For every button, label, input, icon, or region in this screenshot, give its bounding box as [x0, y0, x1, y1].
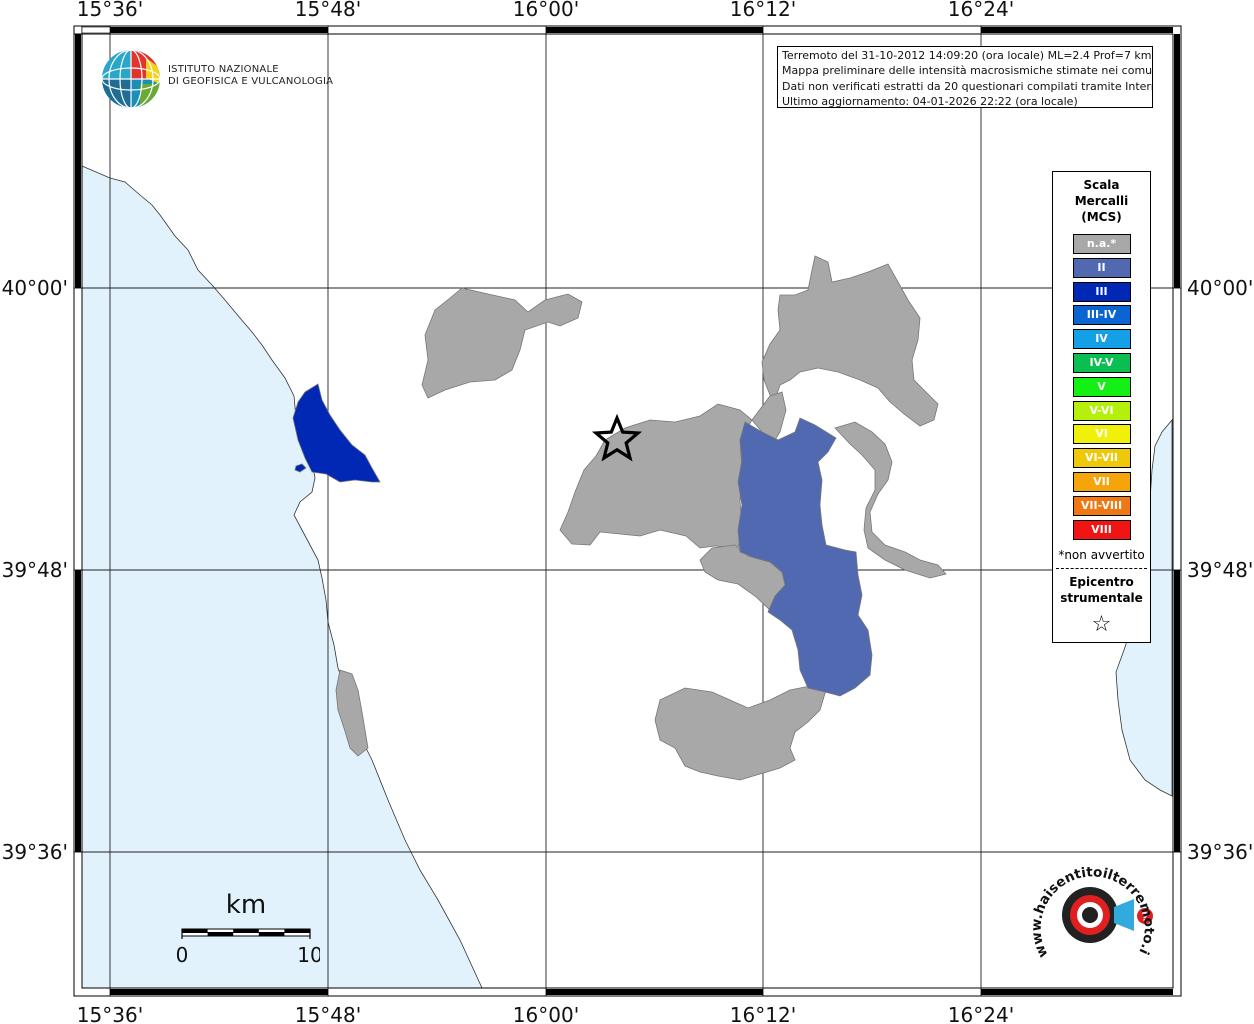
- legend-epicenter-line: Epicentro: [1069, 574, 1134, 589]
- scale-bar-graphic: km 0 10: [176, 890, 323, 967]
- legend-epicenter-line: strumentale: [1060, 590, 1143, 605]
- legend-title: Scala Mercalli (MCS): [1053, 177, 1150, 225]
- lat-label-right: 39°36': [1187, 840, 1253, 864]
- lon-label-bottom: 15°36': [77, 1003, 143, 1024]
- ingv-globe-icon: [102, 50, 160, 108]
- scale-bar-max: 10: [297, 943, 320, 967]
- scale-bar-min: 0: [176, 943, 189, 967]
- event-info-line: Dati non verificati estratti da 20 quest…: [782, 79, 1153, 93]
- legend-title-line: Scala: [1083, 178, 1120, 192]
- lon-label-bottom: 16°24': [948, 1003, 1014, 1024]
- legend-swatch: V: [1072, 376, 1131, 397]
- legend-swatch: VI: [1072, 424, 1131, 445]
- lon-label-top: 16°00': [513, 0, 579, 21]
- longitude-labels-bottom: 15°36' 15°48' 16°00' 16°12' 16°24': [77, 1003, 1014, 1024]
- scale-bar: km 0 10: [170, 885, 323, 975]
- municipality-na-1[interactable]: [421, 287, 583, 399]
- haisentito-logo-graphic: ? www.haisentitoilterremoto.it: [1027, 843, 1157, 960]
- legend-swatch: VII: [1072, 471, 1131, 492]
- ingv-name-line2: DI GEOFISICA E VULCANOLOGIA: [168, 76, 334, 87]
- ingv-name: ISTITUTO NAZIONALE DI GEOFISICA E VULCAN…: [168, 64, 333, 88]
- lon-label-top: 15°48': [295, 0, 361, 21]
- event-info-line: Terremoto del 31-10-2012 14:09:20 (ora l…: [782, 49, 1152, 62]
- event-info-line: Mappa preliminare delle intensità macros…: [782, 64, 1153, 78]
- lat-label-right: 40°00': [1187, 276, 1253, 300]
- lat-label-left: 39°48': [2, 558, 68, 582]
- legend-swatch: III: [1072, 281, 1131, 302]
- municipality-III[interactable]: [292, 383, 381, 483]
- lon-label-bottom: 15°48': [295, 1003, 361, 1024]
- lon-label-bottom: 16°12': [730, 1003, 796, 1024]
- haisentito-logo: ? www.haisentitoilterremoto.it: [1027, 843, 1160, 975]
- municipality-II[interactable]: [737, 417, 873, 697]
- lat-label-left: 39°36': [2, 840, 68, 864]
- municipality-na-3[interactable]: [761, 255, 939, 427]
- legend-epicenter-label: Epicentro strumentale: [1053, 574, 1150, 606]
- legend-title-line: (MCS): [1081, 210, 1122, 224]
- municipality-na-coast[interactable]: [335, 669, 369, 757]
- svg-text:?: ?: [1142, 910, 1149, 924]
- legend-swatch: VIII: [1072, 519, 1131, 540]
- lon-label-bottom: 16°00': [513, 1003, 579, 1024]
- legend-non-felt-note: *non avvertito: [1058, 547, 1145, 562]
- lat-label-left: 40°00': [2, 276, 68, 300]
- municipality-III-islet[interactable]: [294, 463, 307, 473]
- lon-label-top: 15°36': [77, 0, 143, 21]
- legend-swatch: VII-VIII: [1072, 495, 1131, 516]
- epicenter-star-icon: ☆: [1091, 611, 1112, 637]
- legend-title-line: Mercalli: [1074, 194, 1129, 208]
- ingv-logo: ISTITUTO NAZIONALE DI GEOFISICA E VULCAN…: [100, 48, 360, 110]
- lat-label-right: 39°48': [1187, 558, 1253, 582]
- legend-swatch: IV: [1072, 329, 1131, 350]
- legend-swatch: V-VI: [1072, 400, 1131, 421]
- graticule: [74, 26, 1181, 996]
- event-info-line: Ultimo aggiornamento: 04-01-2026 22:22 (…: [782, 95, 1078, 108]
- lon-label-top: 16°12': [730, 0, 796, 21]
- municipalities: [292, 255, 947, 781]
- municipality-na-2[interactable]: [559, 403, 753, 549]
- sea-west: [81, 165, 483, 989]
- legend-scale-list: n.a.* II III III-IV IV IV-V V V-VI VI VI-VII VII VI…: [1053, 234, 1150, 540]
- legend-divider: [1056, 567, 1147, 569]
- legend-swatch: VI-VII: [1072, 448, 1131, 469]
- scale-bar-unit: km: [226, 890, 266, 920]
- map-frame: [73, 25, 1182, 997]
- legend-swatch: n.a.*: [1072, 234, 1131, 254]
- latitude-labels-left: 40°00' 39°48' 39°36': [2, 276, 68, 864]
- municipality-na-7[interactable]: [654, 685, 827, 781]
- legend-swatch: III-IV: [1072, 305, 1131, 326]
- municipality-na-5[interactable]: [834, 421, 947, 579]
- mcs-legend: Scala Mercalli (MCS) n.a.* II III III-IV IV I…: [1052, 171, 1151, 643]
- municipality-na-4[interactable]: [751, 391, 787, 441]
- ingv-name-line1: ISTITUTO NAZIONALE: [168, 64, 279, 75]
- lon-label-top: 16°24': [948, 0, 1014, 21]
- longitude-labels-top: 15°36' 15°48' 16°00' 16°12' 16°24': [77, 0, 1014, 21]
- event-info-box: Terremoto del 31-10-2012 14:09:20 (ora l…: [777, 46, 1153, 108]
- legend-swatch: II: [1072, 257, 1131, 278]
- legend-swatch: IV-V: [1072, 352, 1131, 373]
- latitude-labels-right: 40°00' 39°48' 39°36': [1187, 276, 1253, 864]
- epicenter-star[interactable]: [591, 413, 643, 462]
